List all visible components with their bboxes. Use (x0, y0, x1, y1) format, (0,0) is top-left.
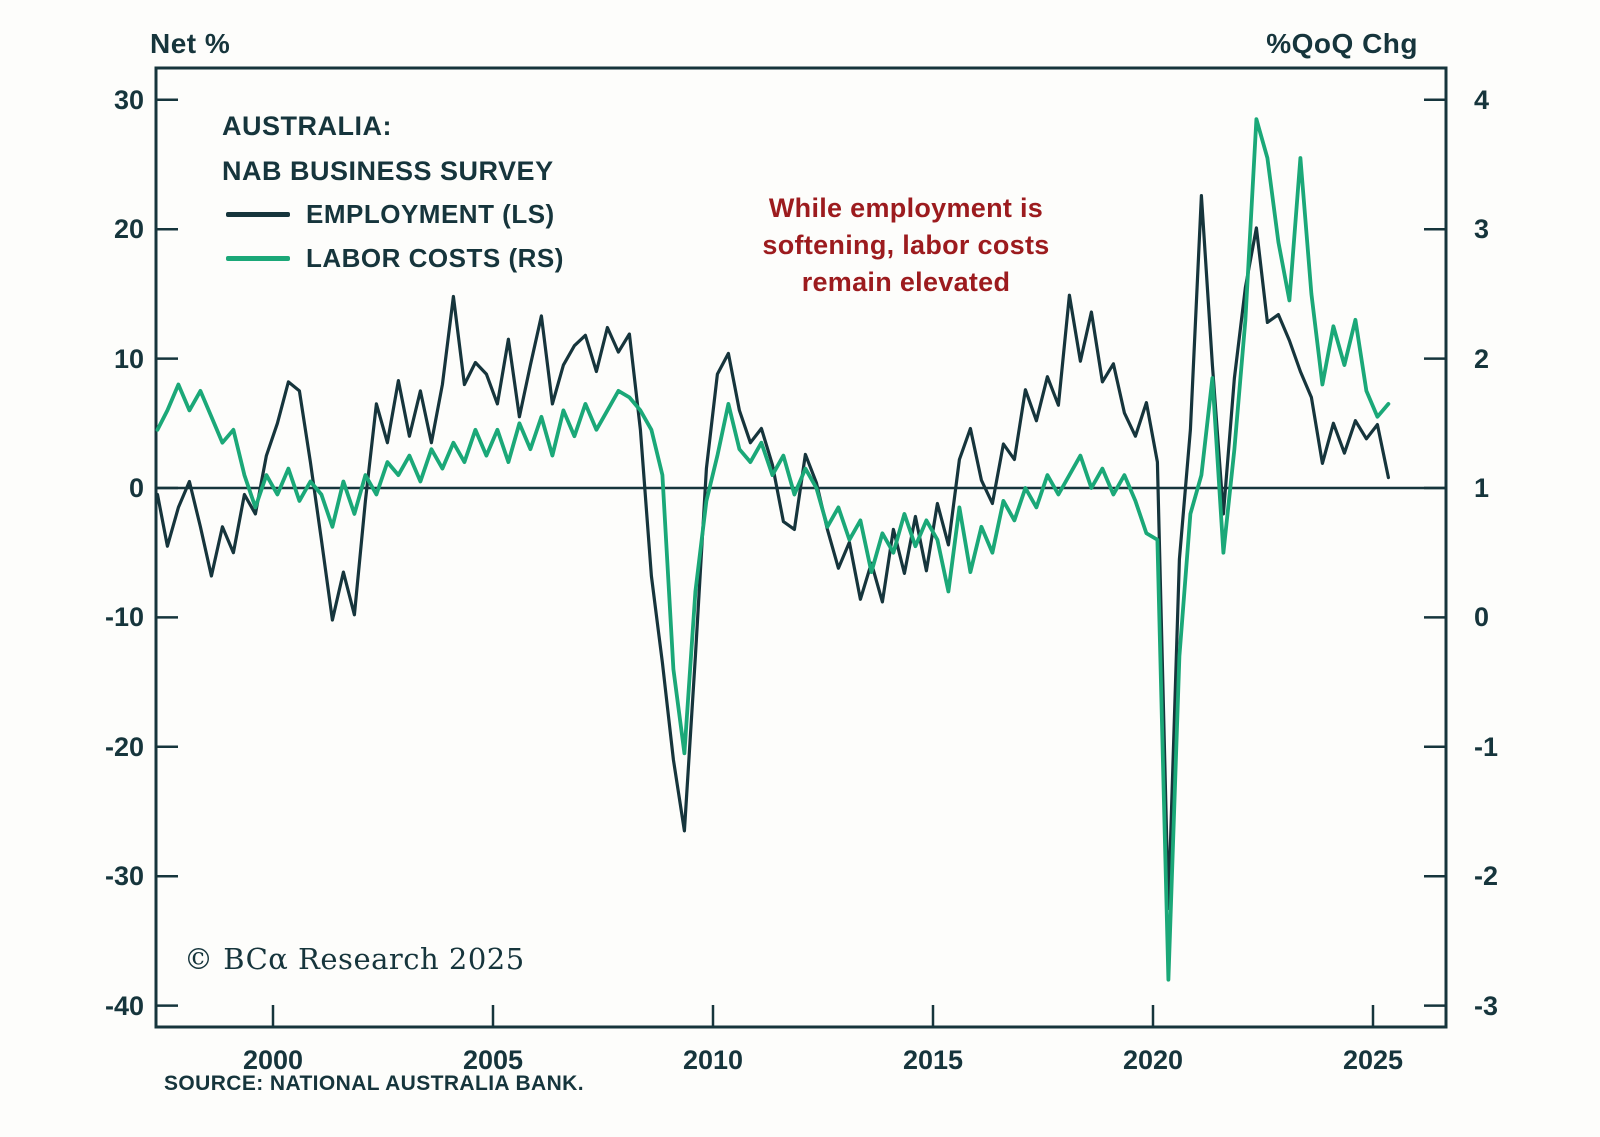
legend-item-labor-costs: LABOR COSTS (RS) (226, 236, 564, 280)
y-right-tick-label: 4 (1474, 84, 1490, 115)
chart-title: AUSTRALIA: NAB BUSINESS SURVEY (222, 104, 554, 194)
y-left-tick-label: 20 (113, 214, 144, 245)
plot-border (154, 66, 1448, 1029)
x-tick-label: 2025 (1342, 1045, 1404, 1075)
annotation-callout: While employment is softening, labor cos… (706, 190, 1106, 301)
employment-line-swatch (226, 211, 290, 217)
legend-item-employment: EMPLOYMENT (LS) (226, 192, 564, 236)
y-left-tick-label: -30 (104, 861, 144, 892)
x-tick-label: 2005 (462, 1045, 524, 1075)
y-left-tick-label: -10 (104, 602, 144, 633)
chart-title-line2: NAB BUSINESS SURVEY (222, 156, 554, 186)
legend-label-employment: EMPLOYMENT (LS) (306, 198, 555, 229)
legend-label-labor-costs: LABOR COSTS (RS) (306, 242, 564, 273)
plot-frame-group (154, 66, 1448, 1029)
y-left-tick-label: -20 (104, 731, 144, 762)
source-note: SOURCE: NATIONAL AUSTRALIA BANK. (164, 1072, 584, 1095)
y-right-tick-label: 0 (1474, 602, 1490, 633)
y-right-tick-label: -3 (1474, 990, 1499, 1021)
y-left-tick-label: 30 (113, 84, 144, 115)
annotation-line2: softening, labor costs (762, 230, 1050, 260)
y-left-tick-label: 10 (113, 343, 144, 374)
y-right-tick-label: -1 (1474, 731, 1499, 762)
annotation-line3: remain elevated (801, 267, 1011, 297)
legend: EMPLOYMENT (LS) LABOR COSTS (RS) (226, 192, 564, 280)
chart-title-line1: AUSTRALIA: (222, 111, 392, 141)
copyright-note: © BCα Research 2025 (184, 942, 525, 976)
y-left-tick-label: 0 (128, 473, 144, 503)
labor-costs-series-line (155, 117, 1391, 982)
right-axis-title: %QoQ Chg (1266, 28, 1418, 59)
labor-costs-line-swatch (226, 255, 290, 261)
y-right-tick-label: 2 (1474, 343, 1490, 374)
x-tick-label: 2020 (1122, 1045, 1184, 1075)
left-axis-title: Net % (150, 28, 231, 59)
annotation-line1: While employment is (768, 193, 1044, 223)
x-tick-label: 2010 (682, 1045, 744, 1075)
axis-ticks-group (156, 98, 1446, 1027)
y-right-tick-label: 1 (1474, 473, 1490, 503)
y-right-tick-label: 3 (1474, 214, 1490, 245)
y-left-tick-label: -40 (104, 990, 144, 1021)
x-tick-label: 2000 (242, 1045, 304, 1075)
series-group (155, 117, 1391, 982)
x-tick-label: 2015 (902, 1045, 964, 1075)
y-right-tick-label: -2 (1474, 861, 1499, 892)
employment-series-line (155, 194, 1391, 911)
